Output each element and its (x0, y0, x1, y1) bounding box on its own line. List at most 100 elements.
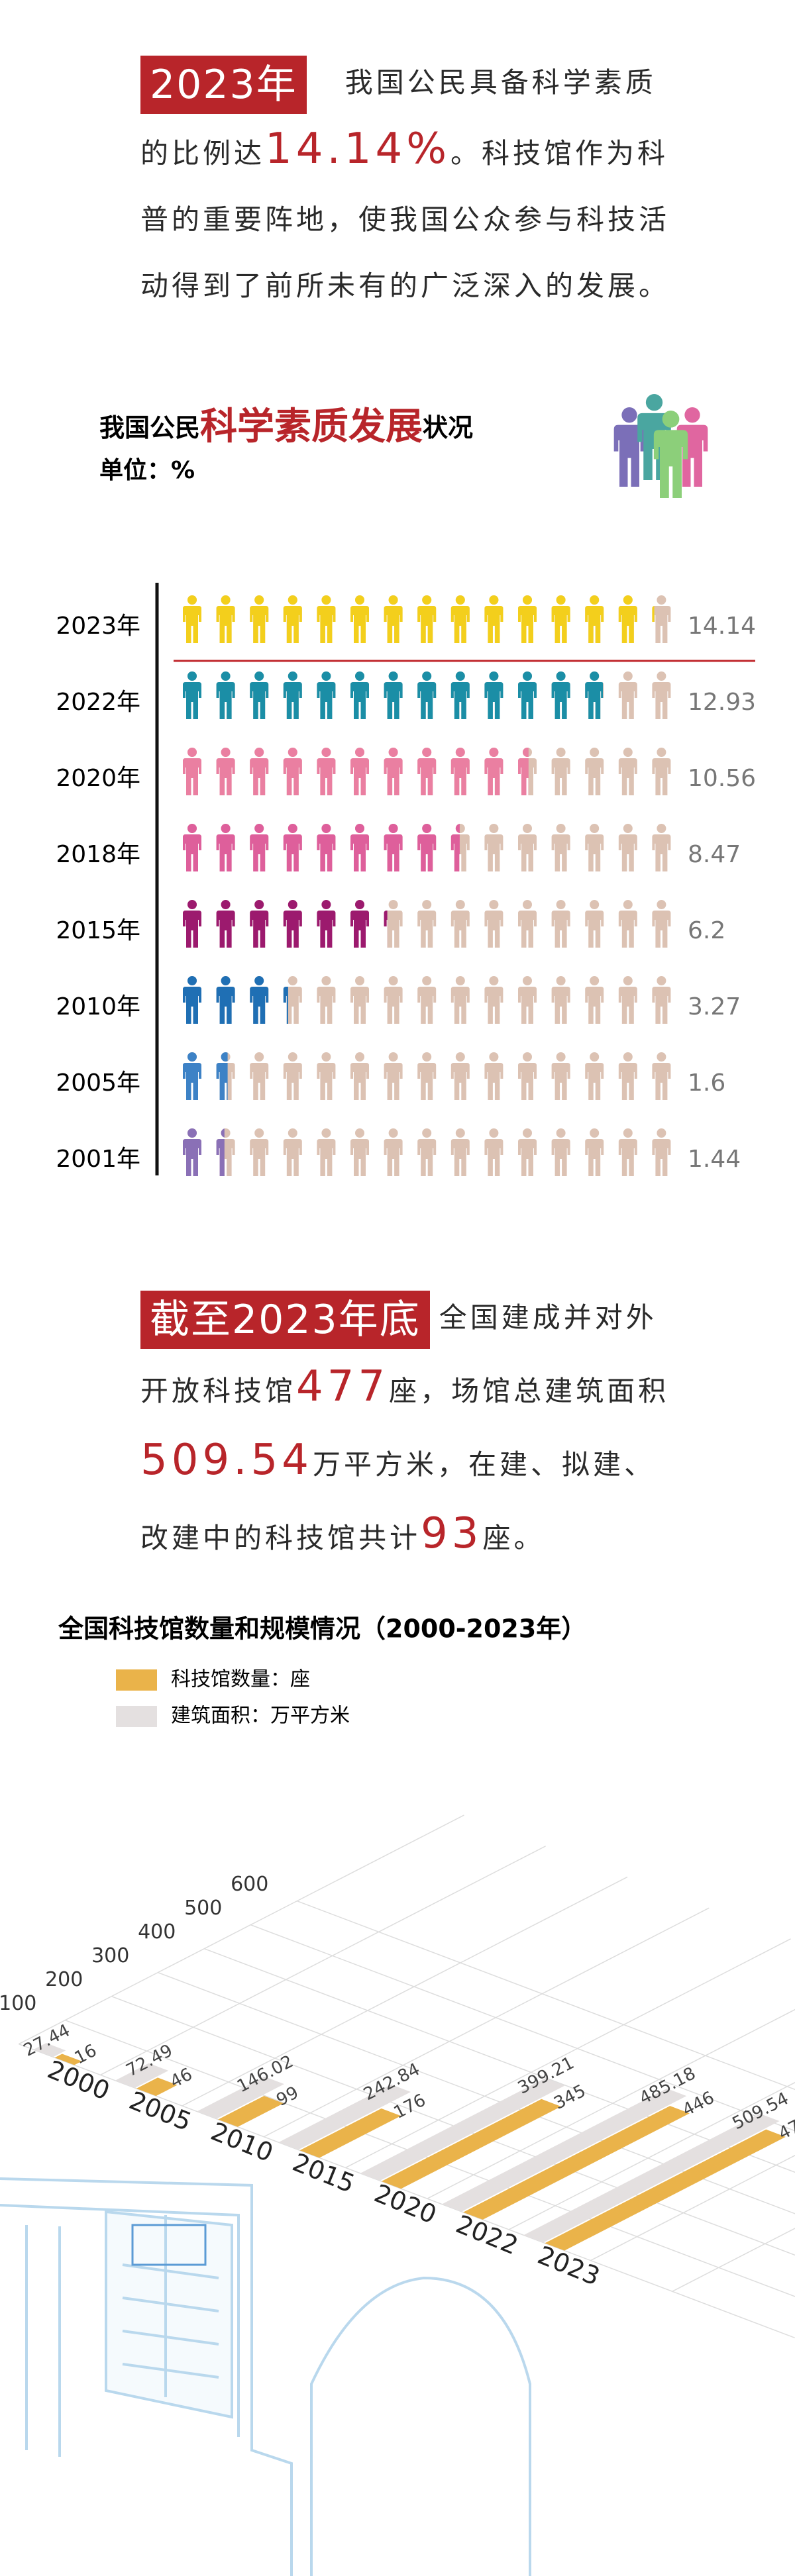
category-label: 2020年 (56, 765, 140, 792)
bar (115, 2063, 169, 2088)
empty-icon (585, 824, 604, 871)
filled-icon (216, 748, 235, 795)
bar (545, 2129, 786, 2251)
filled-icon (216, 900, 235, 948)
grid-line (297, 1900, 795, 2091)
legend-label: 科技馆数量：座 (171, 1668, 310, 1691)
bar (278, 2084, 411, 2150)
empty-icon (484, 824, 504, 871)
filled-icon (250, 748, 269, 795)
empty-icon (618, 748, 637, 795)
filled-icon (384, 748, 403, 795)
filled-icon (484, 748, 504, 795)
filled-icon (484, 595, 504, 643)
empty-icon (585, 748, 604, 795)
filled-icon (350, 595, 369, 643)
empty-icon (618, 976, 637, 1024)
filled-icon (283, 748, 302, 795)
title-part: 状况 (423, 413, 473, 442)
empty-icon (585, 1128, 604, 1176)
chart-title: 全国科技馆数量和规模情况（2000-2023年） (58, 1614, 586, 1644)
empty-icon (551, 900, 570, 948)
depth-line (263, 1907, 710, 2138)
building (0, 2177, 531, 2576)
empty-icon (450, 1052, 470, 1100)
category-label: 2015年 (56, 917, 140, 944)
category-label: 2022年 (56, 689, 140, 716)
filled-icon (350, 824, 369, 871)
empty-icon (317, 1052, 336, 1100)
filled-icon (450, 595, 470, 643)
summary-text: 座，场馆总建筑面积 (389, 1375, 670, 1407)
empty-icon (417, 900, 437, 948)
empty-icon (216, 1128, 235, 1176)
filled-icon (216, 671, 235, 719)
filled-icon (518, 671, 537, 719)
empty-icon (585, 976, 604, 1024)
filled-icon (250, 671, 269, 719)
grid-line (204, 1948, 795, 2173)
intro: 2023年 我国公民具备科学素质的比例达14.14%。科技馆作为科普的重要阵地，使… (140, 50, 670, 319)
y-tick-label: 500 (184, 1897, 222, 1920)
filled-icon (317, 824, 336, 871)
empty-icon (283, 1128, 302, 1176)
depth-line (19, 1814, 464, 2045)
filled-icon (484, 671, 504, 719)
legend-swatch (116, 1669, 157, 1691)
filled-icon (283, 671, 302, 719)
empty-icon (518, 900, 537, 948)
empty-icon (518, 824, 537, 871)
empty-icon (484, 1052, 504, 1100)
empty-icon (618, 1128, 637, 1176)
filled-icon (417, 671, 437, 719)
empty-icon (484, 1128, 504, 1176)
value-label: 1.6 (688, 1069, 725, 1097)
value-label: 12.93 (688, 689, 756, 716)
category-label: 2018年 (56, 841, 140, 868)
filled-icon (183, 595, 201, 643)
bar (442, 2088, 687, 2212)
filled-icon (250, 595, 269, 643)
depth-line (100, 1846, 546, 2076)
filled-icon (384, 824, 403, 871)
filled-icon (283, 900, 302, 948)
value-label: 1.44 (688, 1146, 741, 1173)
empty-icon (450, 824, 470, 871)
empty-icon (350, 976, 369, 1024)
filled-icon (350, 748, 369, 795)
empty-icon (317, 976, 336, 1024)
filled-icon (585, 595, 604, 643)
filled-icon (350, 671, 369, 719)
bar (136, 2077, 178, 2097)
depth-line (672, 2228, 795, 2292)
title-part: 我国公民 (99, 413, 200, 442)
filled-icon (450, 748, 470, 795)
title-part: 科学素质发展 (200, 405, 423, 448)
filled-icon (250, 976, 269, 1024)
value-label: 8.47 (688, 841, 741, 868)
grid-line (158, 1971, 795, 2214)
filled-icon (450, 671, 470, 719)
empty-icon (585, 900, 604, 948)
depth-line (590, 2155, 795, 2261)
filled-icon (283, 824, 302, 871)
summary-highlight: 截至2023年底 (140, 1290, 430, 1349)
filled-icon (216, 595, 235, 643)
empty-icon (317, 1128, 336, 1176)
empty-icon (652, 748, 671, 795)
empty-icon (283, 1052, 302, 1100)
intro-number: 14.14% (265, 124, 451, 173)
building-sign (131, 2224, 207, 2266)
summary-number: 477 (296, 1362, 390, 1411)
depth-line (182, 1876, 628, 2106)
filled-icon (518, 748, 529, 795)
filled-icon (417, 824, 437, 871)
filled-icon (283, 595, 302, 643)
legend-label: 建筑面积：万平方米 (171, 1705, 350, 1728)
category-label: 2001年 (56, 1146, 140, 1173)
empty-icon (551, 748, 570, 795)
intro-text: 。科技馆作为科普的重要阵地，使我国公众参与科技活动得到了前所未有的广泛深入的发展… (140, 137, 670, 302)
filled-icon (250, 824, 269, 871)
empty-icon (585, 1052, 604, 1100)
